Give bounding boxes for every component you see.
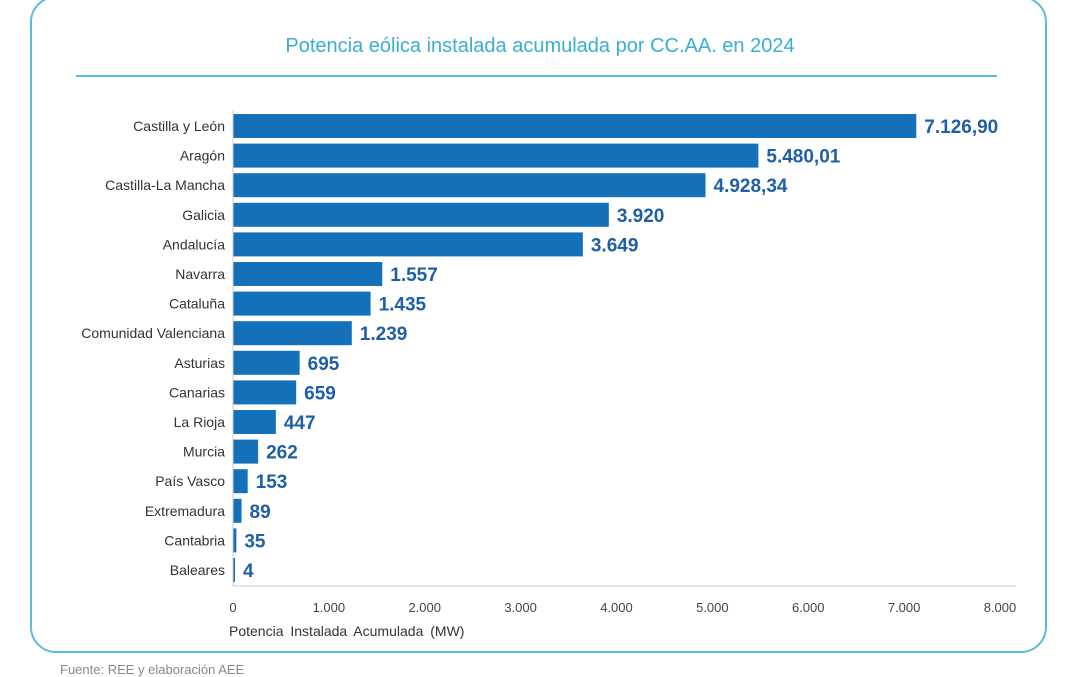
x-axis-title: Potencia Instalada Acumulada (MW) [229,623,464,639]
category-label: Galicia [182,207,225,223]
bar [233,410,276,434]
data-label: 89 [250,502,271,523]
data-label: 4 [243,561,254,582]
bar [233,173,706,198]
category-label: Andalucía [163,236,225,252]
source-note: Fuente: REE y elaboración AEE [60,662,245,677]
category-label: La Rioja [174,414,226,430]
data-label: 262 [266,443,298,464]
bar [233,232,583,257]
bar [233,202,609,227]
chart-title: Potencia eólica instalada acumulada por … [285,35,795,57]
x-tick-label: 5.000 [696,600,729,615]
category-label: País Vasco [155,473,225,489]
bar [233,143,759,168]
bar [233,558,235,582]
x-tick-label: 0 [229,600,236,615]
data-label: 659 [304,383,336,404]
title-divider [76,75,997,77]
data-label: 5.480,01 [766,147,840,168]
chart-card [30,0,1047,653]
bar [233,439,259,464]
category-label: Canarias [169,384,225,400]
bar [233,469,248,494]
bar [233,528,237,553]
bar [233,114,917,138]
x-tick-label: 8.000 [984,600,1017,615]
data-label: 4.928,34 [714,176,788,197]
data-label: 153 [256,472,288,493]
category-label: Navarra [175,266,225,282]
category-label: Castilla y León [133,118,225,134]
bar [233,350,300,375]
category-label: Castilla-La Mancha [105,177,225,193]
category-label: Cantabria [164,532,225,548]
bar [233,321,352,346]
data-label: 695 [308,354,340,375]
data-label: 1.435 [379,295,427,316]
category-label: Extremadura [145,503,225,519]
data-label: 3.649 [591,235,639,256]
x-tick-label: 3.000 [504,600,537,615]
category-label: Murcia [183,444,225,460]
bar [233,262,383,286]
x-tick-label: 6.000 [792,600,825,615]
bar [233,380,297,405]
x-tick-label: 4.000 [600,600,633,615]
category-label: Asturias [174,355,225,371]
data-label: 7.126,90 [924,117,998,138]
category-label: Cataluña [169,296,225,312]
category-label: Comunidad Valenciana [81,325,225,341]
category-label: Aragón [180,148,225,164]
data-label: 1.557 [390,265,438,286]
data-label: 35 [244,531,266,552]
data-label: 1.239 [360,324,408,345]
x-tick-label: 2.000 [408,600,441,615]
x-tick-label: 7.000 [888,600,921,615]
data-label: 3.920 [617,206,665,227]
x-tick-label: 1.000 [313,600,346,615]
bar [233,291,371,316]
bar [233,498,242,523]
data-label: 447 [284,413,316,434]
category-label: Baleares [170,562,225,578]
